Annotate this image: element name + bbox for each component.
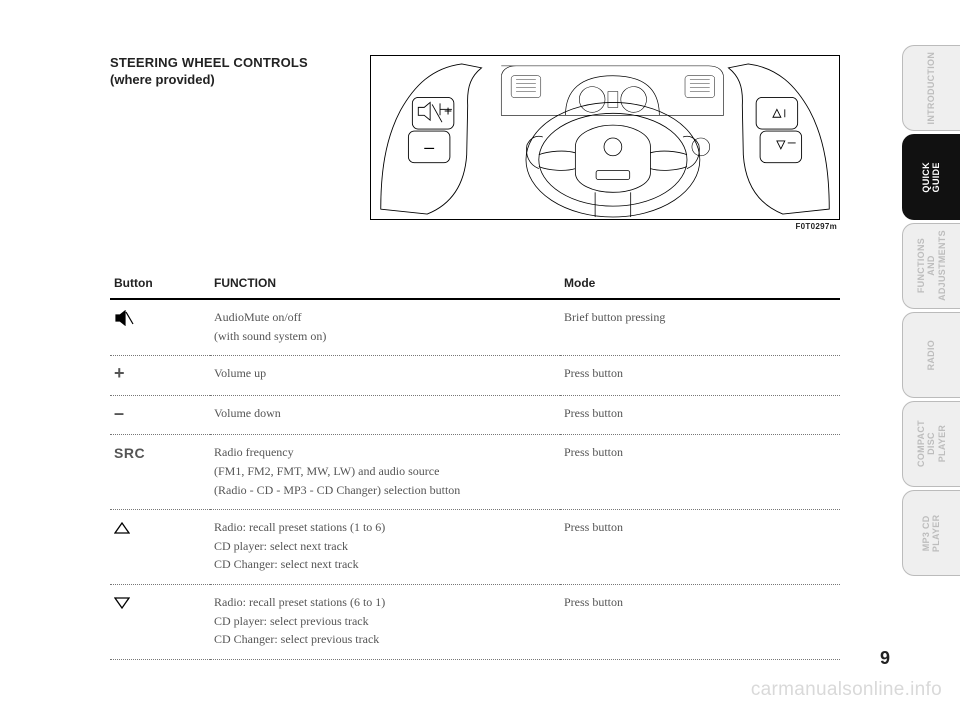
side-tab[interactable]: COMPACTDISC PLAYER (902, 401, 960, 487)
table-row: SRC Radio frequency(FM1, FM2, FMT, MW, LW… (110, 435, 840, 510)
function-line: CD Changer: select next track (214, 555, 556, 574)
function-line: (with sound system on) (214, 327, 556, 346)
minus-icon: – (114, 403, 124, 423)
src-label: SRC (114, 445, 145, 461)
button-cell: SRC (110, 435, 210, 510)
mode-cell: Press button (560, 356, 840, 396)
function-line: Volume down (214, 404, 556, 423)
figure-caption: F0T0297m (795, 222, 837, 231)
side-tab[interactable]: INTRODUCTION (902, 45, 960, 131)
side-tab-label: INTRODUCTION (926, 52, 936, 125)
function-cell: Radio frequency(FM1, FM2, FMT, MW, LW) a… (210, 435, 560, 510)
function-line: AudioMute on/off (214, 308, 556, 327)
function-line: Radio frequency (214, 443, 556, 462)
table-row: + Volume upPress button (110, 356, 840, 396)
side-tab-label: QUICKGUIDE (921, 149, 942, 206)
side-tab[interactable]: RADIO (902, 312, 960, 398)
function-line: Radio: recall preset stations (6 to 1) (214, 593, 556, 612)
side-tab[interactable]: FUNCTIONS ANDADJUSTMENTS (902, 223, 960, 309)
watermark-text: carmanualsonline.info (751, 679, 942, 701)
svg-text:+: + (444, 102, 452, 118)
mode-cell: Brief button pressing (560, 299, 840, 356)
mode-cell: Press button (560, 395, 840, 435)
button-cell: – (110, 395, 210, 435)
function-cell: Volume down (210, 395, 560, 435)
function-line: CD player: select previous track (214, 612, 556, 631)
button-cell (110, 299, 210, 356)
controls-table-wrap: Button FUNCTION Mode AudioMute on/off(wi… (110, 270, 840, 660)
table-row: AudioMute on/off(with sound system on)Br… (110, 299, 840, 356)
steering-wheel-illustration: + – (371, 56, 839, 219)
function-line: CD Changer: select previous track (214, 630, 556, 649)
function-cell: Volume up (210, 356, 560, 396)
side-tab-label: COMPACTDISC PLAYER (916, 416, 947, 473)
function-line: Radio: recall preset stations (1 to 6) (214, 518, 556, 537)
table-header-row: Button FUNCTION Mode (110, 270, 840, 299)
table-row: – Volume downPress button (110, 395, 840, 435)
triangle-up-icon (114, 522, 130, 534)
button-cell (110, 510, 210, 585)
function-cell: AudioMute on/off(with sound system on) (210, 299, 560, 356)
mute-icon (114, 310, 134, 326)
controls-table-body: AudioMute on/off(with sound system on)Br… (110, 299, 840, 659)
steering-wheel-figure: + – (370, 55, 840, 220)
button-cell (110, 584, 210, 659)
side-tab[interactable]: QUICKGUIDE (902, 134, 960, 220)
side-tab-label: RADIO (926, 340, 936, 371)
table-row: Radio: recall preset stations (6 to 1)CD… (110, 584, 840, 659)
side-tab[interactable]: MP3 CDPLAYER (902, 490, 960, 576)
side-tab-label: FUNCTIONS ANDADJUSTMENTS (916, 231, 947, 302)
side-tabs: INTRODUCTION QUICKGUIDE FUNCTIONS ANDADJUS… (902, 45, 960, 576)
function-cell: Radio: recall preset stations (6 to 1)CD… (210, 584, 560, 659)
function-line: CD player: select next track (214, 537, 556, 556)
function-line: Volume up (214, 364, 556, 383)
col-header-function: FUNCTION (210, 270, 560, 299)
svg-text:–: – (424, 137, 434, 157)
col-header-button: Button (110, 270, 210, 299)
page-number: 9 (880, 648, 890, 669)
side-tab-label: MP3 CDPLAYER (921, 505, 942, 562)
table-row: Radio: recall preset stations (1 to 6)CD… (110, 510, 840, 585)
mode-cell: Press button (560, 510, 840, 585)
plus-icon: + (114, 363, 125, 383)
function-cell: Radio: recall preset stations (1 to 6)CD… (210, 510, 560, 585)
col-header-mode: Mode (560, 270, 840, 299)
controls-table: Button FUNCTION Mode AudioMute on/off(wi… (110, 270, 840, 660)
triangle-down-icon (114, 597, 130, 609)
button-cell: + (110, 356, 210, 396)
function-line: (FM1, FM2, FMT, MW, LW) and audio source (214, 462, 556, 481)
mode-cell: Press button (560, 584, 840, 659)
page-content: STEERING WHEEL CONTROLS (where provided)… (110, 55, 840, 655)
mode-cell: Press button (560, 435, 840, 510)
function-line: (Radio - CD - MP3 - CD Changer) selectio… (214, 481, 556, 500)
